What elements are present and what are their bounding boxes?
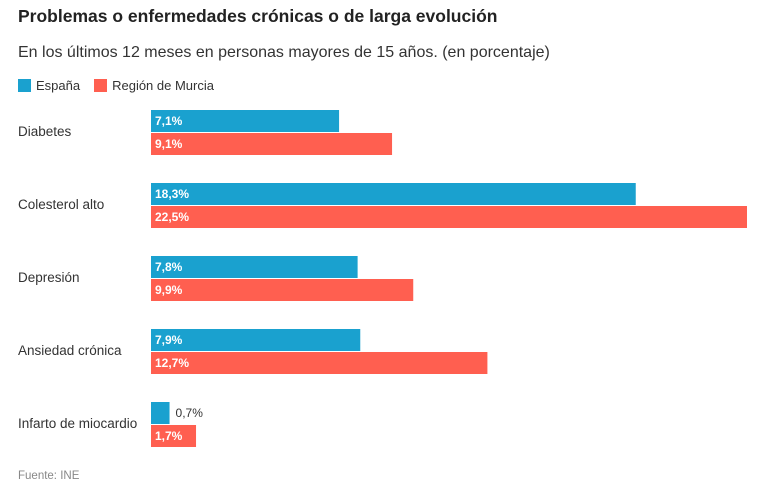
bar-espana-colesterol-alto — [151, 183, 636, 205]
value-label-murcia-colesterol-alto: 22,5% — [155, 210, 189, 224]
bar-murcia-infarto-de-miocardio — [151, 425, 197, 447]
value-label-espana-depresion: 7,8% — [155, 260, 183, 274]
legend-item-espana: España — [18, 78, 80, 93]
value-label-espana-ansiedad-cronica: 7,9% — [155, 333, 183, 347]
category-label-colesterol-alto: Colesterol alto — [18, 197, 104, 212]
value-label-murcia-infarto-de-miocardio: 1,7% — [155, 429, 183, 443]
chart-subtitle: En los últimos 12 meses en personas mayo… — [18, 44, 550, 61]
value-label-murcia-depresion: 9,9% — [155, 283, 183, 297]
bar-espana-infarto-de-miocardio — [151, 402, 170, 424]
category-label-infarto-de-miocardio: Infarto de miocardio — [18, 416, 137, 431]
category-label-ansiedad-cronica: Ansiedad crónica — [18, 343, 122, 358]
value-label-espana-colesterol-alto: 18,3% — [155, 187, 189, 201]
bar-murcia-colesterol-alto — [151, 206, 747, 228]
value-label-murcia-ansiedad-cronica: 12,7% — [155, 356, 189, 370]
bar-murcia-ansiedad-cronica — [151, 352, 488, 374]
source-note: Fuente: INE — [18, 470, 80, 482]
value-label-espana-infarto-de-miocardio: 0,7% — [176, 406, 204, 420]
value-label-espana-diabetes: 7,1% — [155, 114, 183, 128]
bar-espana-ansiedad-cronica — [151, 329, 361, 351]
legend-swatch-espana — [18, 79, 31, 92]
legend-label-murcia: Región de Murcia — [112, 78, 214, 93]
legend-item-murcia: Región de Murcia — [94, 78, 214, 93]
chart-title: Problemas o enfermedades crónicas o de l… — [18, 6, 498, 26]
legend-swatch-murcia — [94, 79, 108, 92]
bar-murcia-diabetes — [151, 133, 393, 155]
value-label-murcia-diabetes: 9,1% — [155, 137, 183, 151]
category-label-depresion: Depresión — [18, 270, 80, 285]
bar-espana-depresion — [151, 256, 358, 278]
bar-murcia-depresion — [151, 279, 414, 301]
legend-label-espana: España — [36, 78, 81, 93]
category-label-diabetes: Diabetes — [18, 124, 72, 139]
bar-espana-diabetes — [151, 110, 340, 132]
legend: España Región de Murcia — [18, 78, 228, 93]
